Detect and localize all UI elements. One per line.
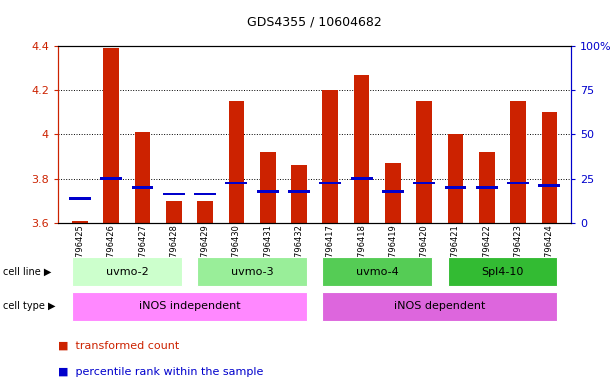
Bar: [257, 190, 279, 193]
Text: Spl4-10: Spl4-10: [481, 266, 524, 277]
Text: cell line ▶: cell line ▶: [3, 266, 51, 277]
Bar: [448, 134, 463, 223]
Text: uvmo-3: uvmo-3: [231, 266, 273, 277]
Bar: [354, 75, 370, 223]
Bar: [479, 152, 495, 223]
Text: uvmo-4: uvmo-4: [356, 266, 398, 277]
Text: ■  transformed count: ■ transformed count: [58, 341, 179, 351]
Bar: [476, 186, 498, 189]
Bar: [131, 186, 153, 189]
Bar: [538, 184, 560, 187]
Bar: [260, 152, 276, 223]
Bar: [166, 201, 181, 223]
Bar: [103, 48, 119, 223]
Text: iNOS dependent: iNOS dependent: [394, 301, 486, 311]
Bar: [385, 163, 401, 223]
Bar: [72, 220, 88, 223]
Bar: [197, 201, 213, 223]
Bar: [134, 132, 150, 223]
Bar: [413, 182, 435, 184]
Bar: [288, 190, 310, 193]
Bar: [507, 182, 529, 184]
Bar: [229, 101, 244, 223]
Bar: [100, 177, 122, 180]
Bar: [323, 90, 338, 223]
Bar: [69, 197, 91, 200]
Bar: [291, 166, 307, 223]
Bar: [194, 193, 216, 195]
Bar: [445, 186, 466, 189]
Bar: [225, 182, 247, 184]
Bar: [541, 113, 557, 223]
Text: ■  percentile rank within the sample: ■ percentile rank within the sample: [58, 367, 263, 377]
Bar: [382, 190, 404, 193]
Bar: [416, 101, 432, 223]
Text: uvmo-2: uvmo-2: [106, 266, 148, 277]
Bar: [320, 182, 342, 184]
Text: iNOS independent: iNOS independent: [139, 301, 240, 311]
Bar: [163, 193, 185, 195]
Text: GDS4355 / 10604682: GDS4355 / 10604682: [247, 15, 382, 28]
Bar: [510, 101, 526, 223]
Bar: [351, 177, 373, 180]
Text: cell type ▶: cell type ▶: [3, 301, 56, 311]
